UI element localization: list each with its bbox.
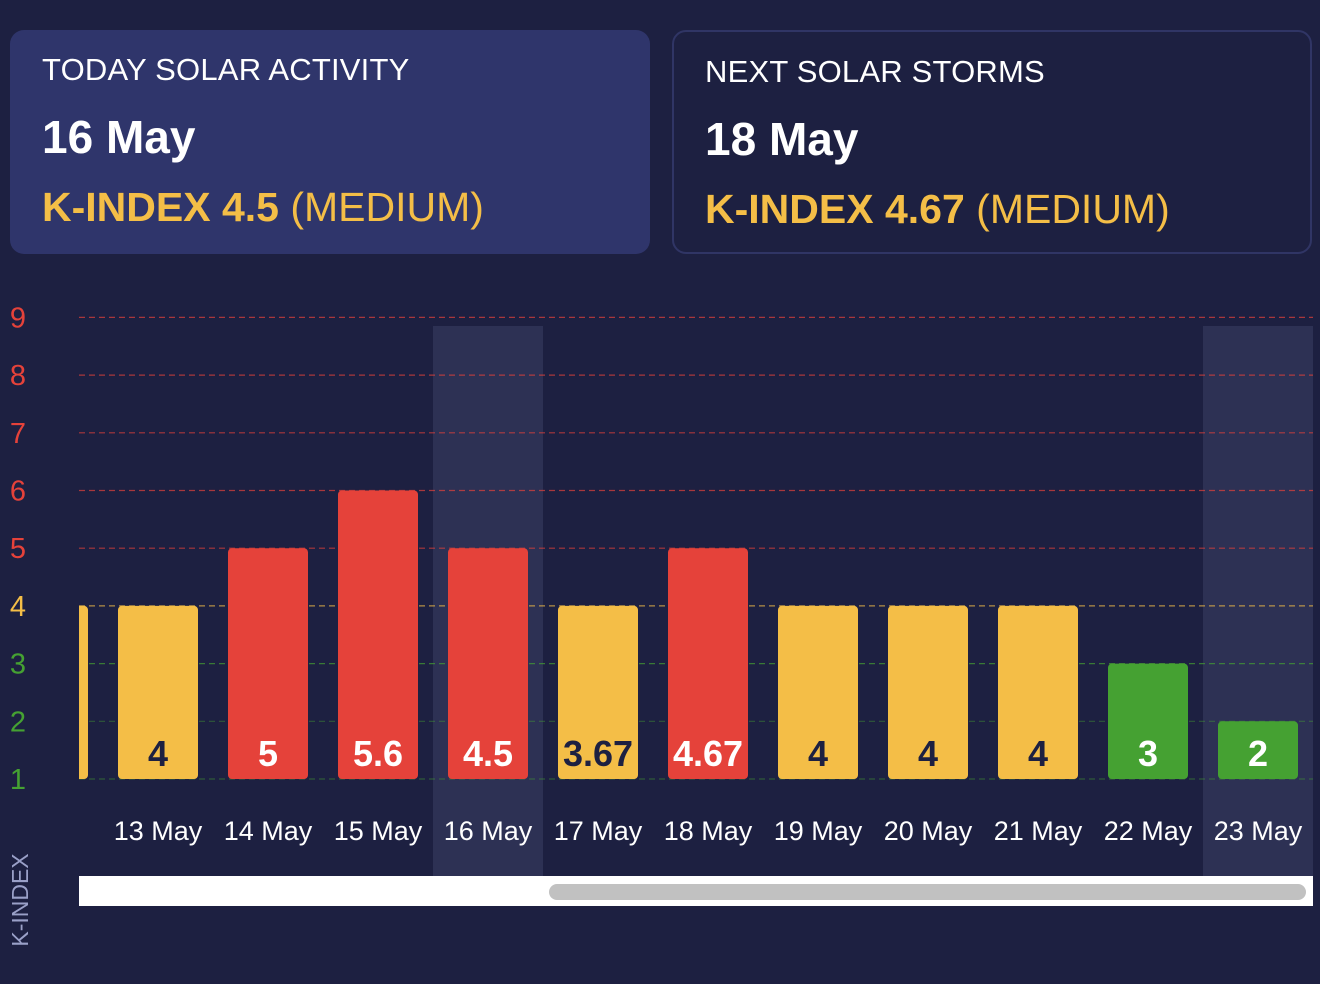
x-tick-label: 21 May <box>994 816 1083 846</box>
y-tick-label: 4 <box>10 591 26 623</box>
bar <box>118 605 198 779</box>
bar <box>778 605 858 779</box>
y-tick-label: 9 <box>10 302 26 334</box>
bar <box>558 605 638 779</box>
next-kindex-value: K-INDEX 4.67 <box>705 186 965 232</box>
highlight-column-23-may <box>1203 326 1313 876</box>
bar-value-label: 4 <box>148 733 168 774</box>
bar-value-label: 4 <box>918 733 938 774</box>
bar-value-label: 3 <box>1138 733 1158 774</box>
bar-value-label: 4 <box>808 733 828 774</box>
y-tick-label: 3 <box>10 649 26 681</box>
bar <box>888 605 968 779</box>
next-storms-card: NEXT SOLAR STORMS 18 May K-INDEX 4.67 (M… <box>672 30 1312 254</box>
next-card-date: 18 May <box>705 113 859 165</box>
x-tick-label: 17 May <box>554 816 643 846</box>
today-kindex-level: (MEDIUM) <box>290 184 484 230</box>
y-tick-label: 7 <box>10 418 26 450</box>
bar <box>998 605 1078 779</box>
today-card-title: TODAY SOLAR ACTIVITY <box>42 52 410 87</box>
chart-scrollbar-thumb[interactable] <box>549 884 1306 900</box>
x-tick-label: 23 May <box>1214 816 1303 846</box>
today-card-date: 16 May <box>42 111 196 163</box>
x-tick-label: 14 May <box>224 816 313 846</box>
chart-scrollbar[interactable] <box>79 876 1313 906</box>
bar-value-label: 4 <box>1028 733 1048 774</box>
x-tick-label: 15 May <box>334 816 423 846</box>
kindex-bar-chart: 9 8 7 6 5 4 3 2 1 K-INDEX 7 y 4 13 May 5 14 May 5.6 15 Ma… <box>7 302 1313 947</box>
x-tick-label: y <box>41 816 55 846</box>
x-tick-label: 22 May <box>1104 816 1193 846</box>
y-axis-title: K-INDEX <box>7 853 33 946</box>
bar <box>338 490 418 779</box>
bar <box>1218 721 1298 779</box>
bar-value-label: 4.67 <box>673 733 743 774</box>
bar-value-label: 3.67 <box>563 733 633 774</box>
x-tick-label: 13 May <box>114 816 203 846</box>
bar-partial <box>79 605 88 779</box>
bar-value-label: 4.5 <box>463 733 513 774</box>
bar-value-label: 7 <box>38 733 58 774</box>
bar-value-label: 5.6 <box>353 733 403 774</box>
x-tick-label: 18 May <box>664 816 753 846</box>
y-tick-label: 1 <box>10 764 26 796</box>
today-kindex-value: K-INDEX 4.5 <box>42 184 279 230</box>
today-activity-card: TODAY SOLAR ACTIVITY 16 May K-INDEX 4.5 … <box>10 30 650 254</box>
y-tick-label: 2 <box>10 706 26 738</box>
x-tick-label: 16 May <box>444 816 533 846</box>
bar <box>228 548 308 779</box>
y-tick-label: 5 <box>10 533 26 565</box>
bar-value-label: 5 <box>258 733 278 774</box>
bar <box>448 548 528 779</box>
bar <box>1108 663 1188 779</box>
bar <box>668 548 748 779</box>
y-tick-label: 8 <box>10 360 26 392</box>
bar-value-label: 2 <box>1248 733 1268 774</box>
next-kindex-level: (MEDIUM) <box>976 186 1170 232</box>
x-tick-label: 19 May <box>774 816 863 846</box>
next-card-title: NEXT SOLAR STORMS <box>705 54 1045 89</box>
next-card-kindex: K-INDEX 4.67 (MEDIUM) <box>705 186 1170 233</box>
today-card-kindex: K-INDEX 4.5 (MEDIUM) <box>42 184 484 231</box>
y-tick-label: 6 <box>10 476 26 508</box>
x-tick-label: 20 May <box>884 816 973 846</box>
